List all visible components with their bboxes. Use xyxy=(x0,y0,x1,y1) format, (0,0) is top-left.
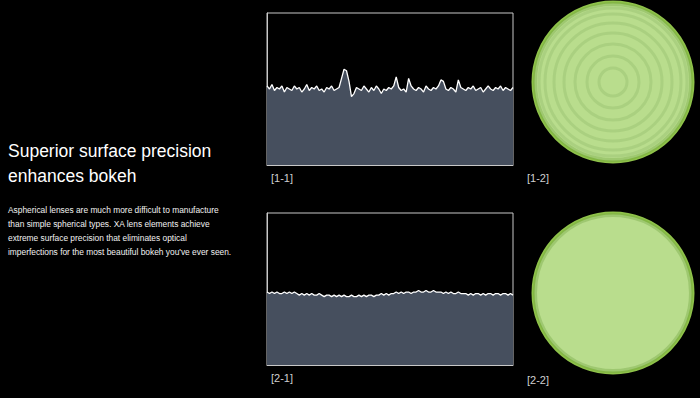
svg-text:[2-1]: [2-1] xyxy=(271,372,293,384)
html-text:Superior surface precision: Superior surface precision xyxy=(8,141,212,161)
html-text:than simple spherical types. X: than simple spherical types. XA lens ele… xyxy=(8,219,210,229)
html-text:enhances bokeh: enhances bokeh xyxy=(8,166,137,186)
html-text:Aspherical lenses are much mor: Aspherical lenses are much more difficul… xyxy=(8,205,219,215)
svg-text:[1-1]: [1-1] xyxy=(271,172,293,184)
html-text:extreme surface precision that: extreme surface precision that eliminate… xyxy=(8,233,187,243)
html-text:[1-2]: [1-2] xyxy=(527,172,549,184)
html-text:imperfections for the most bea: imperfections for the most beautiful bok… xyxy=(8,247,232,257)
html-text:[2-2]: [2-2] xyxy=(527,374,549,386)
